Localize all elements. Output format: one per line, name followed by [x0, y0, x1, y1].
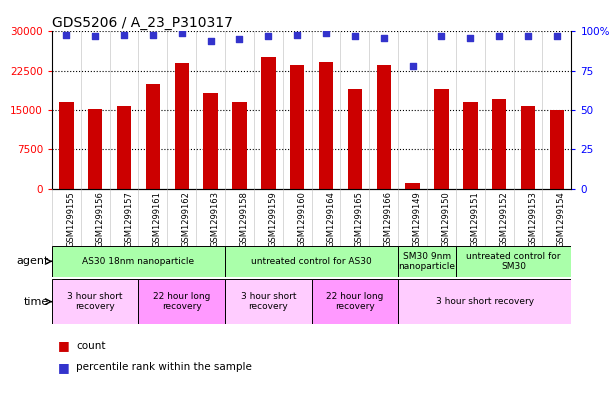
Text: untreated control for AS30: untreated control for AS30 [251, 257, 372, 266]
Point [119, 31, 129, 38]
Text: GSM1299156: GSM1299156 [95, 191, 104, 247]
Bar [225, 246, 398, 277]
Bar [175, 63, 189, 189]
Point [263, 33, 273, 39]
Text: GSM1299161: GSM1299161 [153, 191, 162, 247]
Text: GSM1299157: GSM1299157 [124, 191, 133, 247]
Text: GSM1299163: GSM1299163 [211, 191, 219, 248]
Point [148, 31, 158, 38]
Point [206, 38, 216, 44]
Text: 3 hour short
recovery: 3 hour short recovery [241, 292, 296, 311]
Text: GSM1299159: GSM1299159 [268, 191, 277, 247]
Point [466, 35, 475, 41]
Bar [405, 183, 420, 189]
Text: time: time [24, 297, 49, 307]
Point [235, 36, 244, 42]
Text: GSM1299154: GSM1299154 [557, 191, 566, 247]
Text: 3 hour short recovery: 3 hour short recovery [436, 297, 534, 306]
Bar [456, 246, 571, 277]
Text: SM30 9nm
nanoparticle: SM30 9nm nanoparticle [398, 252, 456, 271]
Point [494, 33, 504, 39]
Bar [203, 93, 218, 189]
Point [62, 31, 71, 38]
Bar [376, 66, 391, 189]
Text: GSM1299155: GSM1299155 [67, 191, 75, 247]
Bar [312, 279, 398, 324]
Point [292, 31, 302, 38]
Text: ■: ■ [58, 339, 70, 353]
Text: count: count [76, 341, 106, 351]
Point [523, 33, 533, 39]
Point [552, 33, 562, 39]
Point [177, 30, 187, 36]
Bar [52, 246, 225, 277]
Text: GSM1299151: GSM1299151 [470, 191, 479, 247]
Bar [492, 99, 507, 189]
Text: ■: ■ [58, 361, 70, 374]
Bar [348, 89, 362, 189]
Bar [550, 110, 564, 189]
Text: GSM1299165: GSM1299165 [355, 191, 364, 247]
Text: GSM1299164: GSM1299164 [326, 191, 335, 247]
Bar [434, 89, 448, 189]
Text: GSM1299150: GSM1299150 [442, 191, 450, 247]
Bar [521, 107, 535, 189]
Text: GDS5206 / A_23_P310317: GDS5206 / A_23_P310317 [52, 17, 233, 30]
Text: GSM1299162: GSM1299162 [182, 191, 191, 247]
Point [90, 33, 100, 39]
Point [437, 33, 447, 39]
Text: percentile rank within the sample: percentile rank within the sample [76, 362, 252, 373]
Bar [261, 57, 276, 189]
Bar [88, 109, 103, 189]
Point [408, 63, 417, 69]
Text: 22 hour long
recovery: 22 hour long recovery [326, 292, 384, 311]
Text: AS30 18nm nanoparticle: AS30 18nm nanoparticle [82, 257, 194, 266]
Point [379, 35, 389, 41]
Bar [52, 279, 139, 324]
Point [321, 30, 331, 36]
Text: GSM1299152: GSM1299152 [499, 191, 508, 247]
Text: agent: agent [16, 256, 49, 266]
Bar [139, 279, 225, 324]
Bar [225, 279, 312, 324]
Bar [59, 102, 73, 189]
Text: GSM1299153: GSM1299153 [528, 191, 537, 247]
Point [350, 33, 360, 39]
Bar [463, 102, 478, 189]
Text: untreated control for
SM30: untreated control for SM30 [466, 252, 561, 271]
Bar [117, 107, 131, 189]
Text: GSM1299158: GSM1299158 [240, 191, 249, 247]
Bar [290, 66, 304, 189]
Bar [145, 84, 160, 189]
Text: 22 hour long
recovery: 22 hour long recovery [153, 292, 210, 311]
Text: GSM1299149: GSM1299149 [412, 191, 422, 247]
Bar [319, 62, 333, 189]
Text: GSM1299166: GSM1299166 [384, 191, 393, 248]
Text: 3 hour short
recovery: 3 hour short recovery [67, 292, 123, 311]
Bar [398, 279, 571, 324]
Bar [232, 102, 247, 189]
Bar [398, 246, 456, 277]
Text: GSM1299160: GSM1299160 [297, 191, 306, 247]
